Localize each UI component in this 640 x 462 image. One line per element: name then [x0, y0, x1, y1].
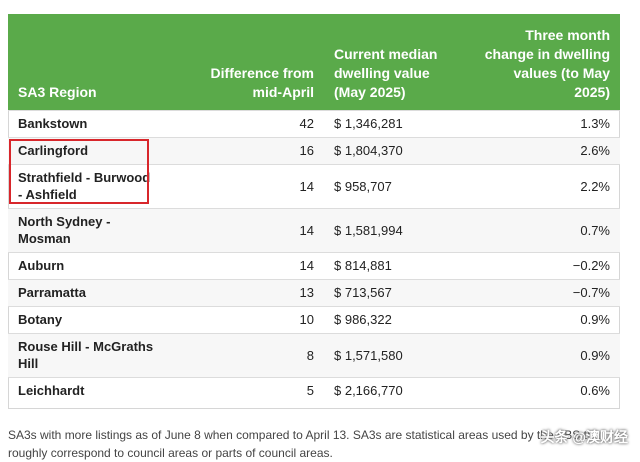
- difference-cell: 8: [168, 332, 324, 377]
- listings-table: SA3 Region Difference from mid-April Cur…: [8, 14, 620, 404]
- region-cell: Botany: [8, 305, 168, 333]
- change-cell: −0.2%: [472, 251, 620, 279]
- watermark: 头条 @澳财经: [540, 429, 628, 445]
- header-sa3-region: SA3 Region: [18, 83, 97, 100]
- value-cell: $ 958,707: [324, 163, 472, 208]
- value-cell: $ 1,581,994: [324, 207, 472, 252]
- region-cell: Leichhardt: [8, 376, 168, 404]
- difference-cell: 16: [168, 136, 324, 164]
- region-cell: Carlingford: [8, 136, 168, 164]
- change-cell: 0.6%: [472, 376, 620, 404]
- region-cell: Parramatta: [8, 278, 168, 306]
- header-difference: Difference from mid-April: [210, 64, 314, 100]
- region-cell: Strathfield - Burwood - Ashfield: [8, 163, 168, 208]
- region-cell: Auburn: [8, 251, 168, 279]
- table-row: Auburn 14 $ 814,881 −0.2%: [8, 251, 620, 279]
- value-cell: $ 814,881: [324, 251, 472, 279]
- value-cell: $ 713,567: [324, 278, 472, 306]
- difference-cell: 10: [168, 305, 324, 333]
- difference-cell: 5: [168, 376, 324, 404]
- header-three-month-change: Three month change in dwelling values (t…: [484, 26, 610, 100]
- table-row: Carlingford 16 $ 1,804,370 2.6%: [8, 136, 620, 164]
- difference-cell: 14: [168, 163, 324, 208]
- value-cell: $ 1,804,370: [324, 136, 472, 164]
- table-row: Botany 10 $ 986,322 0.9%: [8, 305, 620, 333]
- difference-cell: 14: [168, 207, 324, 252]
- change-cell: 1.3%: [472, 109, 620, 137]
- table-row: Rouse Hill - McGraths Hill 8 $ 1,571,580…: [8, 332, 620, 377]
- region-cell: Rouse Hill - McGraths Hill: [8, 332, 168, 377]
- table-row: Parramatta 13 $ 713,567 −0.7%: [8, 278, 620, 306]
- change-cell: 2.6%: [472, 136, 620, 164]
- value-cell: $ 986,322: [324, 305, 472, 333]
- change-cell: −0.7%: [472, 278, 620, 306]
- table-row: Strathfield - Burwood - Ashfield 14 $ 95…: [8, 163, 620, 208]
- table-header-row: SA3 Region Difference from mid-April Cur…: [8, 14, 620, 110]
- footnote: SA3s with more listings as of June 8 whe…: [8, 428, 604, 460]
- table-row: Bankstown 42 $ 1,346,281 1.3%: [8, 109, 620, 137]
- difference-cell: 42: [168, 109, 324, 137]
- difference-cell: 13: [168, 278, 324, 306]
- header-median-value: Current median dwelling value (May 2025): [334, 45, 438, 100]
- region-cell: North Sydney - Mosman: [8, 207, 168, 252]
- region-cell: Bankstown: [8, 109, 168, 137]
- table-row: Leichhardt 5 $ 2,166,770 0.6%: [8, 376, 620, 404]
- highlight-box: [9, 139, 149, 204]
- table-row: North Sydney - Mosman 14 $ 1,581,994 0.7…: [8, 207, 620, 252]
- change-cell: 0.7%: [472, 207, 620, 252]
- change-cell: 2.2%: [472, 163, 620, 208]
- change-cell: 0.9%: [472, 332, 620, 377]
- value-cell: $ 1,346,281: [324, 109, 472, 137]
- difference-cell: 14: [168, 251, 324, 279]
- value-cell: $ 1,571,580: [324, 332, 472, 377]
- value-cell: $ 2,166,770: [324, 376, 472, 404]
- change-cell: 0.9%: [472, 305, 620, 333]
